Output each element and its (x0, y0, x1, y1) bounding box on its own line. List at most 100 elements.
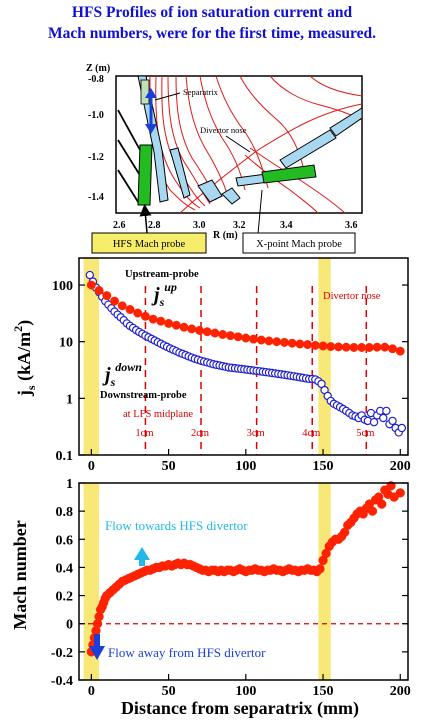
upper-probe-marker (140, 79, 150, 105)
r-tick: 3.0 (193, 220, 206, 231)
flow-toward-arrow (134, 547, 150, 566)
x-tick-label: 150 (313, 459, 334, 474)
y-tick-label: 0.6 (56, 533, 74, 548)
probe-stroke-arrow (145, 88, 157, 134)
downstream-point (85, 270, 95, 280)
upstream-point (225, 331, 235, 341)
upstream-probe-label: Upstream-probe (125, 269, 199, 280)
hfs-mach-probe-body (137, 144, 153, 206)
divertor-nose-pointer (225, 135, 251, 153)
upstream-point (195, 325, 204, 335)
distance-label: 3cm (247, 428, 265, 439)
highlight-band (83, 258, 100, 455)
upstream-point (133, 308, 143, 318)
downstream-point (379, 413, 388, 423)
upstream-point (156, 316, 166, 326)
wall-line (117, 109, 141, 151)
lfs-midplane-label: at LFS midplane (123, 409, 193, 420)
separatrix-pointer (154, 92, 181, 101)
z-axis-label: Z (m) (86, 63, 110, 74)
flux-surface (244, 154, 319, 214)
y-tick-label: 0.1 (56, 449, 74, 464)
dome-tile (197, 179, 223, 203)
z-tick: -1.0 (88, 110, 104, 121)
arrow-head-down (145, 124, 157, 134)
mach-panel: 1 0.8 0.6 0.4 0.2 0 -0.2 -0.4 0 50 100 150 200 Flow … (10, 477, 411, 719)
highlight-band (318, 258, 331, 455)
divertor-tiles (137, 75, 363, 205)
upstream-point (249, 334, 258, 344)
upstream-point (140, 311, 150, 321)
distance-label: 4cm (302, 428, 320, 439)
flux-surface (309, 75, 363, 97)
y-tick-label: 1 (66, 392, 73, 407)
separatrix-leg (179, 103, 363, 214)
flux-surface (185, 75, 229, 197)
js-up-symbol: jsup (151, 280, 177, 309)
inner-wall-tile (137, 75, 169, 203)
title-line-1: HFS Profiles of ion saturation current a… (71, 4, 353, 21)
highlight-band (318, 483, 331, 680)
x-tick-label: 50 (162, 684, 176, 699)
arrow-head-up (145, 88, 157, 98)
y-tick-label: 0.2 (56, 590, 74, 605)
upstream-point (279, 337, 289, 347)
distance-label: 2cm (191, 428, 209, 439)
dome-tile (221, 187, 241, 205)
y-tick-label: -0.2 (51, 646, 73, 661)
x-tick-label: 200 (390, 459, 411, 474)
upstream-point (364, 343, 374, 352)
y-tick-label: 10 (59, 336, 73, 351)
upstream-point (102, 291, 112, 301)
flux-surface (155, 75, 201, 209)
upstream-point (94, 286, 104, 295)
downstream-probe-label: Downstream-probe (100, 390, 187, 401)
upstream-point (202, 327, 212, 337)
distance-label: 1cm (135, 428, 153, 439)
x-tick-label: 100 (235, 684, 256, 699)
xpoint-probe-label: X-point Mach probe (256, 239, 342, 250)
downstream-point (397, 423, 407, 433)
y-tick-label: 0.4 (56, 561, 74, 576)
flow-away-label: Flow away from HFS divertor (108, 645, 266, 660)
upstream-point (256, 335, 266, 345)
js-down-sup: down (115, 360, 142, 374)
upstream-point (372, 342, 382, 352)
xpoint-mach-probe-body (261, 164, 317, 184)
x-tick-label: 50 (162, 459, 176, 474)
upstream-point (125, 305, 135, 314)
upstream-point (218, 330, 228, 339)
r-tick: 2.8 (148, 220, 161, 231)
mach-point (367, 506, 378, 516)
hfs-probe-box (91, 232, 207, 254)
flux-surface (199, 75, 246, 191)
x-tick-label: 100 (235, 459, 256, 474)
x-tick-label: 150 (313, 684, 334, 699)
y-tick-label: 0.8 (56, 505, 74, 520)
upstream-point (179, 322, 189, 332)
title-line-2: Mach numbers, were for the first time, m… (47, 25, 376, 42)
upstream-point (357, 343, 367, 352)
xpoint-probe-pointer (257, 189, 263, 235)
hfs-probe-label: HFS Mach probe (113, 239, 186, 250)
x-tick-label: 200 (390, 684, 411, 699)
hfs-probe-arrow (139, 204, 152, 234)
page-title: HFS Profiles of ion saturation current a… (6, 2, 418, 44)
upstream-point (117, 301, 127, 311)
upstream-point (110, 296, 119, 306)
js-ylabel: js (kA/m2) (11, 320, 38, 397)
upstream-point (295, 339, 305, 349)
upstream-point (241, 333, 251, 343)
mach-xlabel: Distance from separatrix (mm) (121, 698, 359, 719)
flow-away-arrow (89, 634, 105, 660)
upstream-point (303, 340, 313, 350)
mach-point (315, 564, 325, 574)
y-tick-label: 100 (52, 279, 73, 294)
y-tick-label: -0.4 (51, 674, 73, 689)
x-tick-label: 0 (88, 684, 95, 699)
upstream-point (310, 340, 320, 350)
divertor-nose-annotation: Divertor nose (323, 291, 381, 302)
y-tick-label: 0 (66, 618, 73, 633)
upstream-point (233, 332, 243, 342)
